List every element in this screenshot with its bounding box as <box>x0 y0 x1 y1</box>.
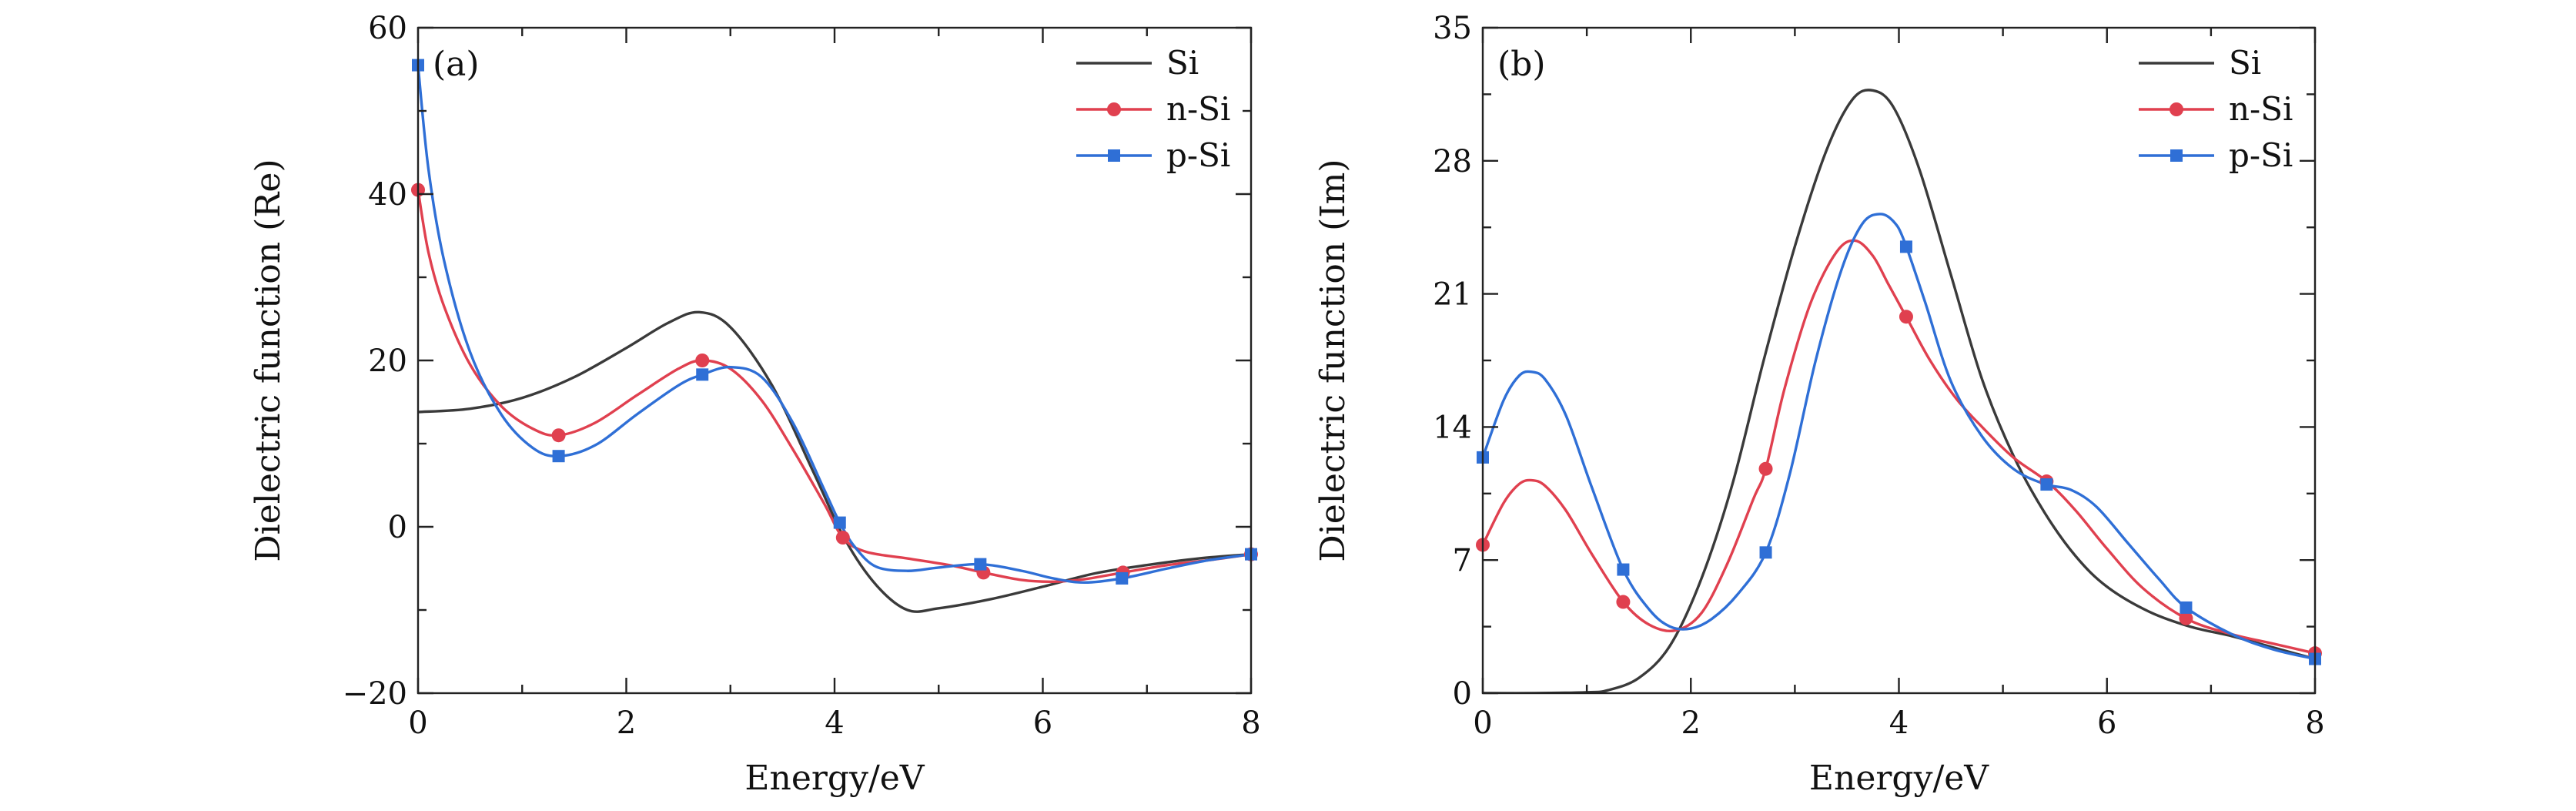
y-tick-label: 14 <box>1433 410 1472 445</box>
chart-panel-b: 0 2 4 6 8 0 7 14 21 28 35 Energy/eV Dielectric funct… <box>1313 11 2325 798</box>
legend-label-p-Si: p-Si <box>1166 136 1230 174</box>
marker-p-Si-3 <box>833 516 846 529</box>
legend-label-n-Si: n-Si <box>1166 90 1230 128</box>
x-tick-label: 8 <box>1241 705 1260 741</box>
y-tick-label: 20 <box>368 344 407 379</box>
legend-label-Si: Si <box>2229 44 2261 82</box>
plot-area <box>418 63 1251 613</box>
legend-marker-n-Si <box>1107 102 1121 116</box>
legend: Si n-Si p-Si <box>1076 44 1230 174</box>
x-axis-title: Energy/eV <box>1809 759 1989 798</box>
y-tick-label: 21 <box>1433 277 1472 313</box>
x-tick-label: 4 <box>1889 705 1909 741</box>
y-tick-label: 40 <box>368 177 407 213</box>
y-tick-label: 7 <box>1453 543 1472 578</box>
plot-frame <box>1481 26 2317 695</box>
x-tick-label: 6 <box>2097 705 2116 741</box>
marker-p-Si-5 <box>2180 601 2193 614</box>
marker-n-Si-1 <box>551 428 566 443</box>
y-tick-label: 0 <box>388 510 407 545</box>
plot-frame <box>417 26 1253 695</box>
marker-p-Si-3 <box>1899 240 1912 253</box>
y-tick-label: 35 <box>1433 11 1472 46</box>
legend-marker-n-Si <box>2170 102 2183 116</box>
legend: Si n-Si p-Si <box>2139 44 2293 174</box>
series-line-p-Si <box>1483 213 2315 661</box>
y-axis-title: Dielectric function (Im) <box>1313 159 1353 561</box>
legend-marker-p-Si <box>1108 149 1120 162</box>
y-axis-title: Dielectric function (Re) <box>249 159 288 561</box>
marker-n-Si-3 <box>835 531 850 545</box>
legend-label-n-Si: n-Si <box>2229 90 2293 128</box>
y-tick-label: 60 <box>368 11 407 46</box>
series-line-Si <box>1483 89 2315 693</box>
panel-label: (b) <box>1497 45 1546 84</box>
x-tick-label: 0 <box>1473 705 1492 741</box>
marker-p-Si-4 <box>974 558 987 571</box>
marker-n-Si-1 <box>1616 595 1631 609</box>
x-tick-label: 0 <box>408 705 427 741</box>
panel-label: (a) <box>433 45 480 84</box>
x-tick-label: 2 <box>617 705 636 741</box>
marker-p-Si-4 <box>2040 478 2053 491</box>
marker-p-Si-1 <box>552 450 565 463</box>
marker-p-Si-2 <box>1759 546 1772 559</box>
marker-n-Si-3 <box>1899 310 1913 324</box>
legend-label-Si: Si <box>1166 44 1199 82</box>
y-tick-label: 28 <box>1433 144 1472 179</box>
marker-n-Si-5 <box>2179 611 2193 625</box>
marker-n-Si-2 <box>695 354 710 367</box>
x-tick-label: 2 <box>1681 705 1701 741</box>
legend-marker-p-Si <box>2170 149 2183 162</box>
marker-p-Si-1 <box>1617 563 1630 576</box>
x-tick-label: 4 <box>825 705 844 741</box>
x-tick-label: 6 <box>1033 705 1052 741</box>
series-line-p-Si <box>418 63 1251 585</box>
x-axis-title: Energy/eV <box>744 759 925 798</box>
x-tick-label: 8 <box>2305 705 2324 741</box>
y-tick-label: 0 <box>1453 676 1472 712</box>
series-line-Si <box>418 310 1251 613</box>
marker-p-Si-2 <box>696 368 709 381</box>
marker-n-Si-2 <box>1758 461 1773 476</box>
series-line-n-Si <box>1483 239 2315 655</box>
y-tick-label: −20 <box>343 676 407 712</box>
marker-p-Si-5 <box>1116 571 1129 585</box>
plot-area <box>1483 89 2315 693</box>
legend-label-p-Si: p-Si <box>2229 136 2293 174</box>
